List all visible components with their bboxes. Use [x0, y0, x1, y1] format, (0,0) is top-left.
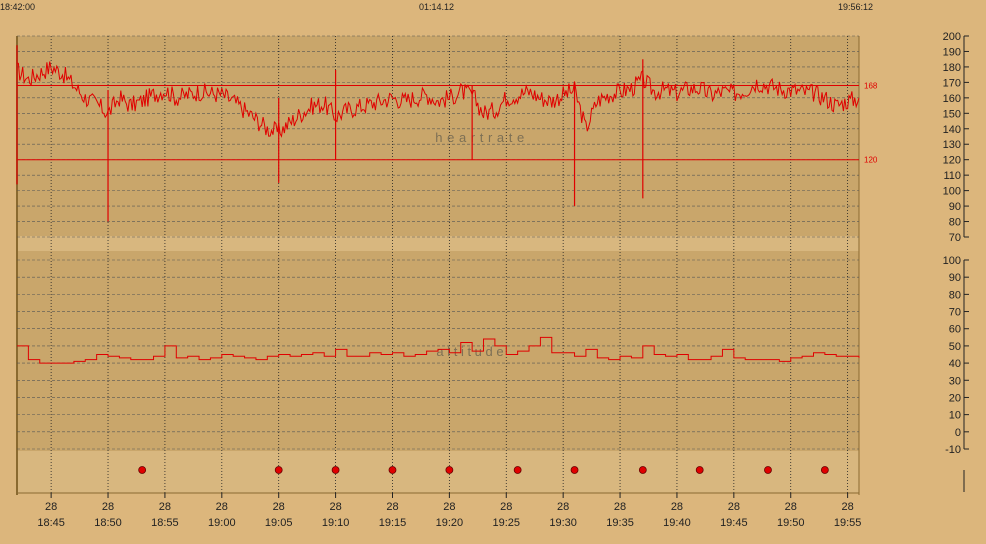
marker-area — [17, 451, 859, 493]
x-tick-day: 28 — [728, 501, 740, 513]
event-marker — [638, 466, 647, 474]
hr-y-tick-label: 170 — [943, 77, 961, 89]
chart-grid — [17, 35, 859, 493]
hr-y-tick-label: 90 — [949, 201, 961, 213]
hr-y-tick-label: 70 — [949, 232, 961, 244]
y-axes: 708090100110120130140150160170180190200-… — [943, 31, 969, 492]
alt-y-tick-label: 80 — [949, 289, 961, 301]
alt-y-tick-label: 60 — [949, 324, 961, 336]
event-marker — [570, 466, 579, 474]
event-marker — [695, 466, 704, 474]
x-tick-time: 19:35 — [606, 517, 634, 529]
heart-rate-line — [16, 61, 860, 138]
event-marker — [331, 466, 340, 474]
hr-reference-label: 120 — [864, 156, 878, 165]
x-tick-time: 19:25 — [493, 517, 521, 529]
event-marker — [820, 466, 829, 474]
hr-y-tick-label: 180 — [943, 62, 961, 74]
event-marker — [138, 466, 147, 474]
x-tick-day: 28 — [45, 501, 57, 513]
hr-reference-label: 168 — [864, 81, 878, 90]
x-tick-time: 18:55 — [151, 517, 179, 529]
alt-y-tick-label: 30 — [949, 375, 961, 387]
heart-rate-panel: h e a r t r a t e 168 120 — [16, 45, 878, 222]
x-tick-time: 19:40 — [663, 517, 691, 529]
hr-y-tick-label: 80 — [949, 217, 961, 229]
alt-y-tick-label: 20 — [949, 392, 961, 404]
hr-y-tick-label: 100 — [943, 186, 961, 198]
x-tick-day: 28 — [386, 501, 398, 513]
hr-plot-area — [17, 36, 859, 236]
event-marker — [445, 466, 454, 474]
alt-y-tick-label: 0 — [955, 427, 961, 439]
end-time: 19:56:12 — [838, 2, 874, 12]
x-tick-time: 19:45 — [720, 517, 748, 529]
hr-y-tick-label: 200 — [943, 31, 961, 43]
altitude-panel: a l t i t u d e — [17, 336, 860, 364]
x-tick-time: 18:50 — [94, 517, 122, 529]
hr-y-tick-label: 120 — [943, 155, 961, 167]
chart-background — [16, 36, 860, 495]
alt-y-tick-label: 50 — [949, 341, 961, 353]
x-tick-day: 28 — [159, 501, 171, 513]
x-tick-day: 28 — [557, 501, 569, 513]
panel-separator — [17, 236, 859, 251]
x-tick-time: 19:15 — [379, 517, 407, 529]
x-tick-time: 19:50 — [777, 517, 805, 529]
start-time: 18:42:00 — [0, 2, 36, 12]
x-tick-time: 18:45 — [37, 517, 65, 529]
x-tick-day: 28 — [443, 501, 455, 513]
x-tick-time: 19:30 — [549, 517, 577, 529]
hr-y-tick-label: 190 — [943, 46, 961, 58]
alt-y-tick-label: 100 — [943, 255, 961, 267]
alt-y-tick-label: 40 — [949, 358, 961, 370]
alt-watermark: a l t i t u d e — [436, 344, 503, 359]
x-axis: 28 18:45 28 18:50 28 18:55 28 19:00 28 19:05 28 19:… — [37, 493, 861, 529]
x-tick-day: 28 — [614, 501, 626, 513]
x-tick-time: 19:05 — [265, 517, 293, 529]
hr-y-tick-label: 160 — [943, 93, 961, 105]
x-tick-time: 19:00 — [208, 517, 236, 529]
event-marker — [764, 466, 772, 474]
hr-y-tick-label: 130 — [943, 139, 961, 151]
duration: 01:14.12 — [419, 2, 455, 12]
x-tick-day: 28 — [785, 501, 797, 513]
hr-y-tick-label: 110 — [943, 170, 961, 182]
event-marker — [513, 466, 522, 474]
x-tick-day: 28 — [216, 501, 228, 513]
x-tick-time: 19:10 — [322, 517, 350, 529]
x-tick-day: 28 — [671, 501, 683, 513]
x-tick-day: 28 — [841, 501, 853, 513]
x-tick-time: 19:20 — [436, 517, 464, 529]
x-tick-time: 19:55 — [834, 517, 862, 529]
hr-y-tick-label: 150 — [943, 108, 961, 120]
alt-y-tick-label: 90 — [949, 272, 961, 284]
event-marker — [388, 466, 397, 474]
x-tick-day: 28 — [329, 501, 341, 513]
marker-panel — [138, 466, 829, 474]
alt-y-tick-label: -10 — [945, 444, 961, 456]
x-tick-day: 28 — [273, 501, 285, 513]
x-tick-day: 28 — [102, 501, 114, 513]
hr-y-tick-label: 140 — [943, 124, 961, 136]
altitude-line — [17, 336, 860, 364]
alt-y-tick-label: 70 — [949, 307, 961, 319]
event-marker — [274, 466, 283, 474]
x-tick-day: 28 — [500, 501, 512, 513]
hr-watermark: h e a r t r a t e — [435, 130, 524, 145]
alt-y-tick-label: 10 — [949, 410, 961, 422]
